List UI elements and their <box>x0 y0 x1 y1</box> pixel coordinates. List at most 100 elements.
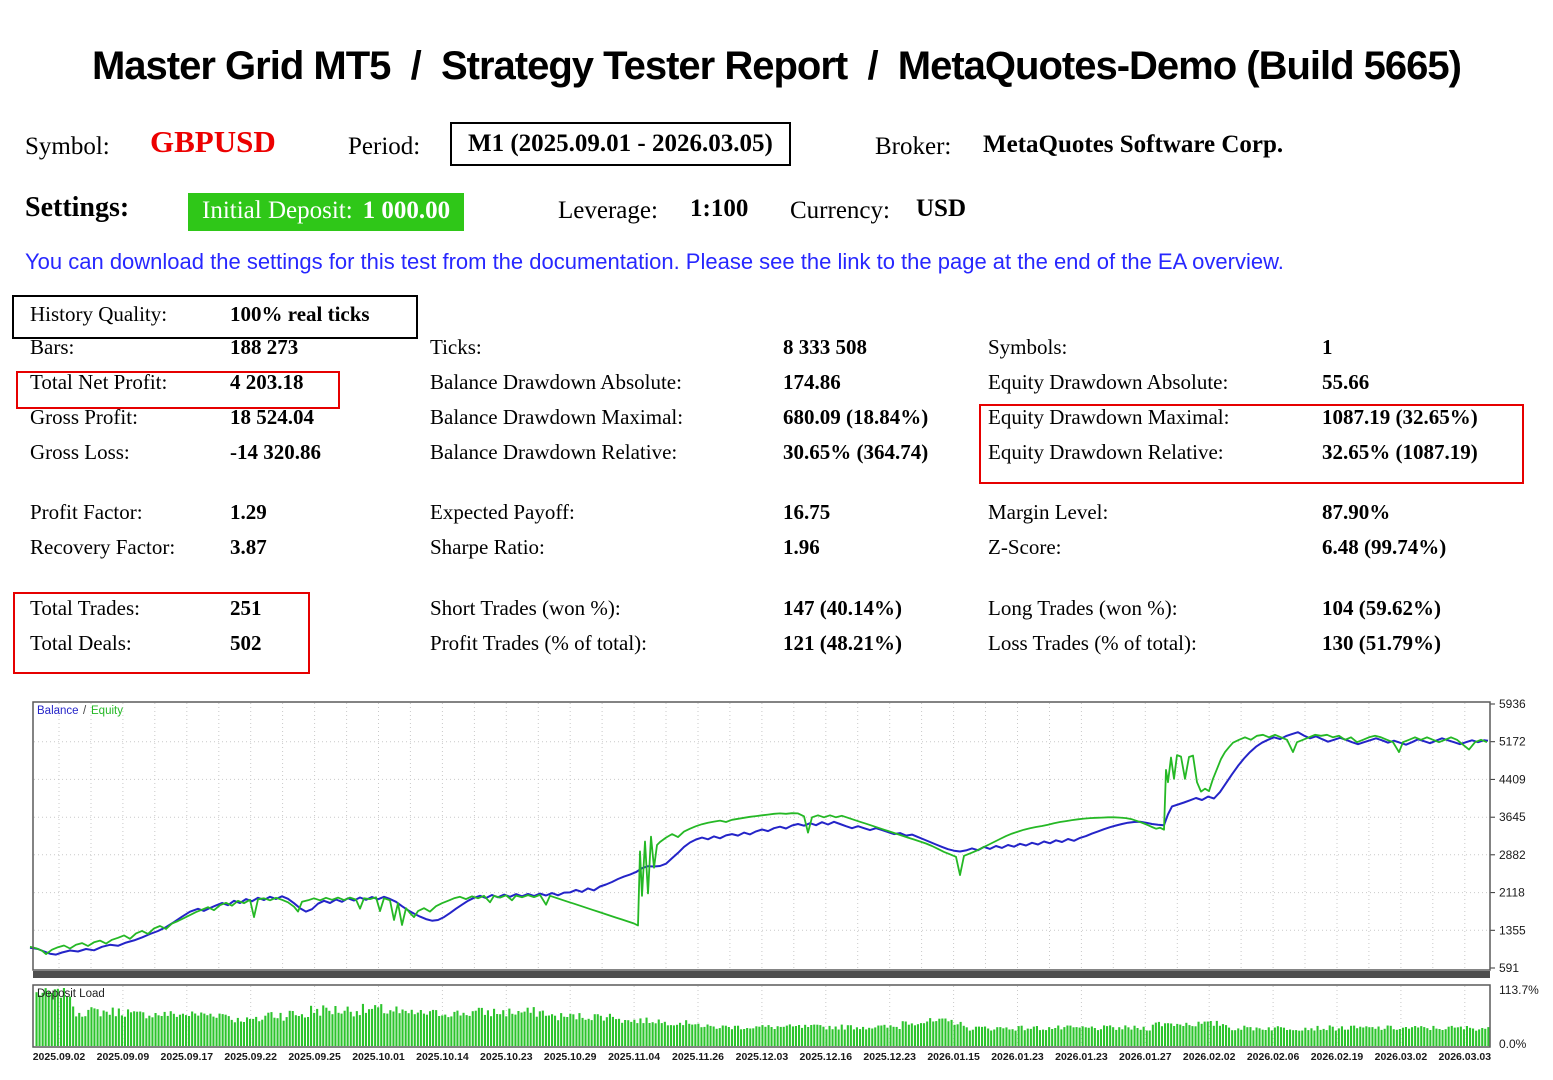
x-axis-date-label: 2025.12.16 <box>800 1051 853 1063</box>
history-quality-value: 100% real ticks <box>230 302 370 326</box>
stat-label: Symbols: <box>988 335 1068 359</box>
stat-label: Loss Trades (% of total): <box>988 631 1197 655</box>
stat-label: Total Trades: <box>30 596 140 620</box>
period-label: Period: <box>348 133 421 160</box>
x-axis-date-label: 2025.09.25 <box>288 1051 341 1063</box>
stat-label: Balance Drawdown Relative: <box>430 440 678 464</box>
x-axis-date-label: 2025.12.03 <box>736 1051 789 1063</box>
stat-value: 8 333 508 <box>783 335 867 359</box>
x-axis-date-label: 2025.09.02 <box>33 1051 86 1063</box>
stat-value: 1 <box>1322 335 1333 359</box>
stat-value: 30.65% (364.74) <box>783 440 929 464</box>
x-axis-date-label: 2026.02.06 <box>1247 1051 1300 1063</box>
x-axis-date-label: 2025.11.04 <box>608 1051 660 1063</box>
initial-deposit-label: Initial Deposit: <box>202 197 353 224</box>
leverage-label: Leverage: <box>558 197 658 224</box>
stat-label: Balance Drawdown Absolute: <box>430 370 682 394</box>
highlight-box-total-net-profit <box>16 371 340 409</box>
stat-value: 55.66 <box>1322 370 1370 394</box>
stat-value: 130 (51.79%) <box>1322 631 1441 655</box>
stat-value: 502 <box>230 631 262 655</box>
stat-value: 188 273 <box>230 335 299 359</box>
settings-note: You can download the settings for this t… <box>25 249 1284 274</box>
x-axis-date-label: 2026.01.23 <box>991 1051 1044 1063</box>
x-axis-date-label: 2025.10.14 <box>416 1051 469 1063</box>
highlight-box-equity-drawdown <box>979 404 1524 484</box>
stat-value: 16.75 <box>783 500 831 524</box>
stat-value: 87.90% <box>1322 500 1391 524</box>
history-quality-label: History Quality: <box>30 302 168 326</box>
x-axis-date-label: 2026.02.02 <box>1183 1051 1236 1063</box>
stat-label: Z-Score: <box>988 535 1062 559</box>
x-axis-date-label: 2025.09.17 <box>161 1051 214 1063</box>
symbol-label: Symbol: <box>25 133 110 160</box>
stat-value: 6.48 (99.74%) <box>1322 535 1447 559</box>
y-axis-tick-label: 4409 <box>1499 772 1526 786</box>
stat-value: 1.29 <box>230 500 267 524</box>
x-axis-date-label: 2026.01.23 <box>1055 1051 1108 1063</box>
stat-label: Expected Payoff: <box>430 500 575 524</box>
stat-label: Short Trades (won %): <box>430 596 621 620</box>
stat-label: Total Deals: <box>30 631 132 655</box>
deposit-min-label: 0.0% <box>1499 1037 1527 1051</box>
stat-label: Ticks: <box>430 335 482 359</box>
period-value: M1 (2025.09.01 - 2026.03.05) <box>450 122 791 166</box>
y-axis-tick-label: 591 <box>1499 961 1519 975</box>
stat-value: 4 203.18 <box>230 370 304 394</box>
stat-label: Bars: <box>30 335 75 359</box>
stat-label: Margin Level: <box>988 500 1109 524</box>
x-axis-date-label: 2026.02.19 <box>1311 1051 1364 1063</box>
x-axis-date-label: 2026.03.03 <box>1439 1051 1492 1063</box>
stat-value: 680.09 (18.84%) <box>783 405 929 429</box>
stat-label: Equity Drawdown Absolute: <box>988 370 1229 394</box>
stat-value: 3.87 <box>230 535 267 559</box>
stat-value: 18 524.04 <box>230 405 314 429</box>
stat-value: 251 <box>230 596 262 620</box>
stat-label: Equity Drawdown Relative: <box>988 440 1224 464</box>
stat-label: Total Net Profit: <box>30 370 168 394</box>
y-axis-tick-label: 5936 <box>1499 697 1526 711</box>
deposit-load-bars <box>35 988 1490 1046</box>
stat-value: -14 320.86 <box>230 440 321 464</box>
stat-label: Gross Profit: <box>30 405 138 429</box>
stat-label: Profit Factor: <box>30 500 143 524</box>
x-axis-date-label: 2025.10.23 <box>480 1051 533 1063</box>
highlight-box-total-trades <box>13 592 310 674</box>
legend-separator: / <box>83 705 87 717</box>
initial-deposit-badge: Initial Deposit: 1 000.00 <box>188 193 465 231</box>
y-axis-tick-label: 3645 <box>1499 810 1526 824</box>
broker-value: MetaQuotes Software Corp. <box>983 131 1284 158</box>
settings-label: Settings: <box>25 192 130 223</box>
x-axis-date-label: 2026.01.27 <box>1119 1051 1172 1063</box>
panel-separator <box>33 971 1490 978</box>
stat-value: 1087.19 (32.65%) <box>1322 405 1478 429</box>
y-axis-tick-label: 1355 <box>1499 923 1526 937</box>
stat-label: Sharpe Ratio: <box>430 535 545 559</box>
initial-deposit-value: 1 000.00 <box>362 197 451 224</box>
deposit-load-label: Deposit Load <box>37 988 105 1000</box>
y-axis-tick-label: 2882 <box>1499 848 1526 862</box>
stat-value: 147 (40.14%) <box>783 596 902 620</box>
history-quality-box <box>12 295 418 339</box>
balance-line <box>29 731 1489 956</box>
x-axis-date-label: 2025.10.29 <box>544 1051 597 1063</box>
stat-label: Balance Drawdown Maximal: <box>430 405 684 429</box>
stat-value: 174.86 <box>783 370 841 394</box>
page-title: Master Grid MT5 / Strategy Tester Report… <box>91 44 1462 88</box>
currency-label: Currency: <box>790 197 890 224</box>
stat-value: 104 (59.62%) <box>1322 596 1441 620</box>
x-axis-date-label: 2026.03.02 <box>1375 1051 1428 1063</box>
legend-equity: Equity <box>91 705 123 717</box>
x-axis-date-label: 2026.01.15 <box>927 1051 980 1063</box>
y-axis-tick-label: 2118 <box>1499 886 1525 900</box>
stat-label: Long Trades (won %): <box>988 596 1178 620</box>
stat-label: Gross Loss: <box>30 440 130 464</box>
stat-value: 32.65% (1087.19) <box>1322 440 1478 464</box>
y-axis-tick-label: 5172 <box>1499 735 1526 749</box>
x-axis-date-label: 2025.09.22 <box>224 1051 277 1063</box>
stat-value: 1.96 <box>783 535 820 559</box>
equity-line <box>29 733 1488 956</box>
x-axis-date-label: 2025.12.23 <box>863 1051 916 1063</box>
stat-value: 121 (48.21%) <box>783 631 902 655</box>
